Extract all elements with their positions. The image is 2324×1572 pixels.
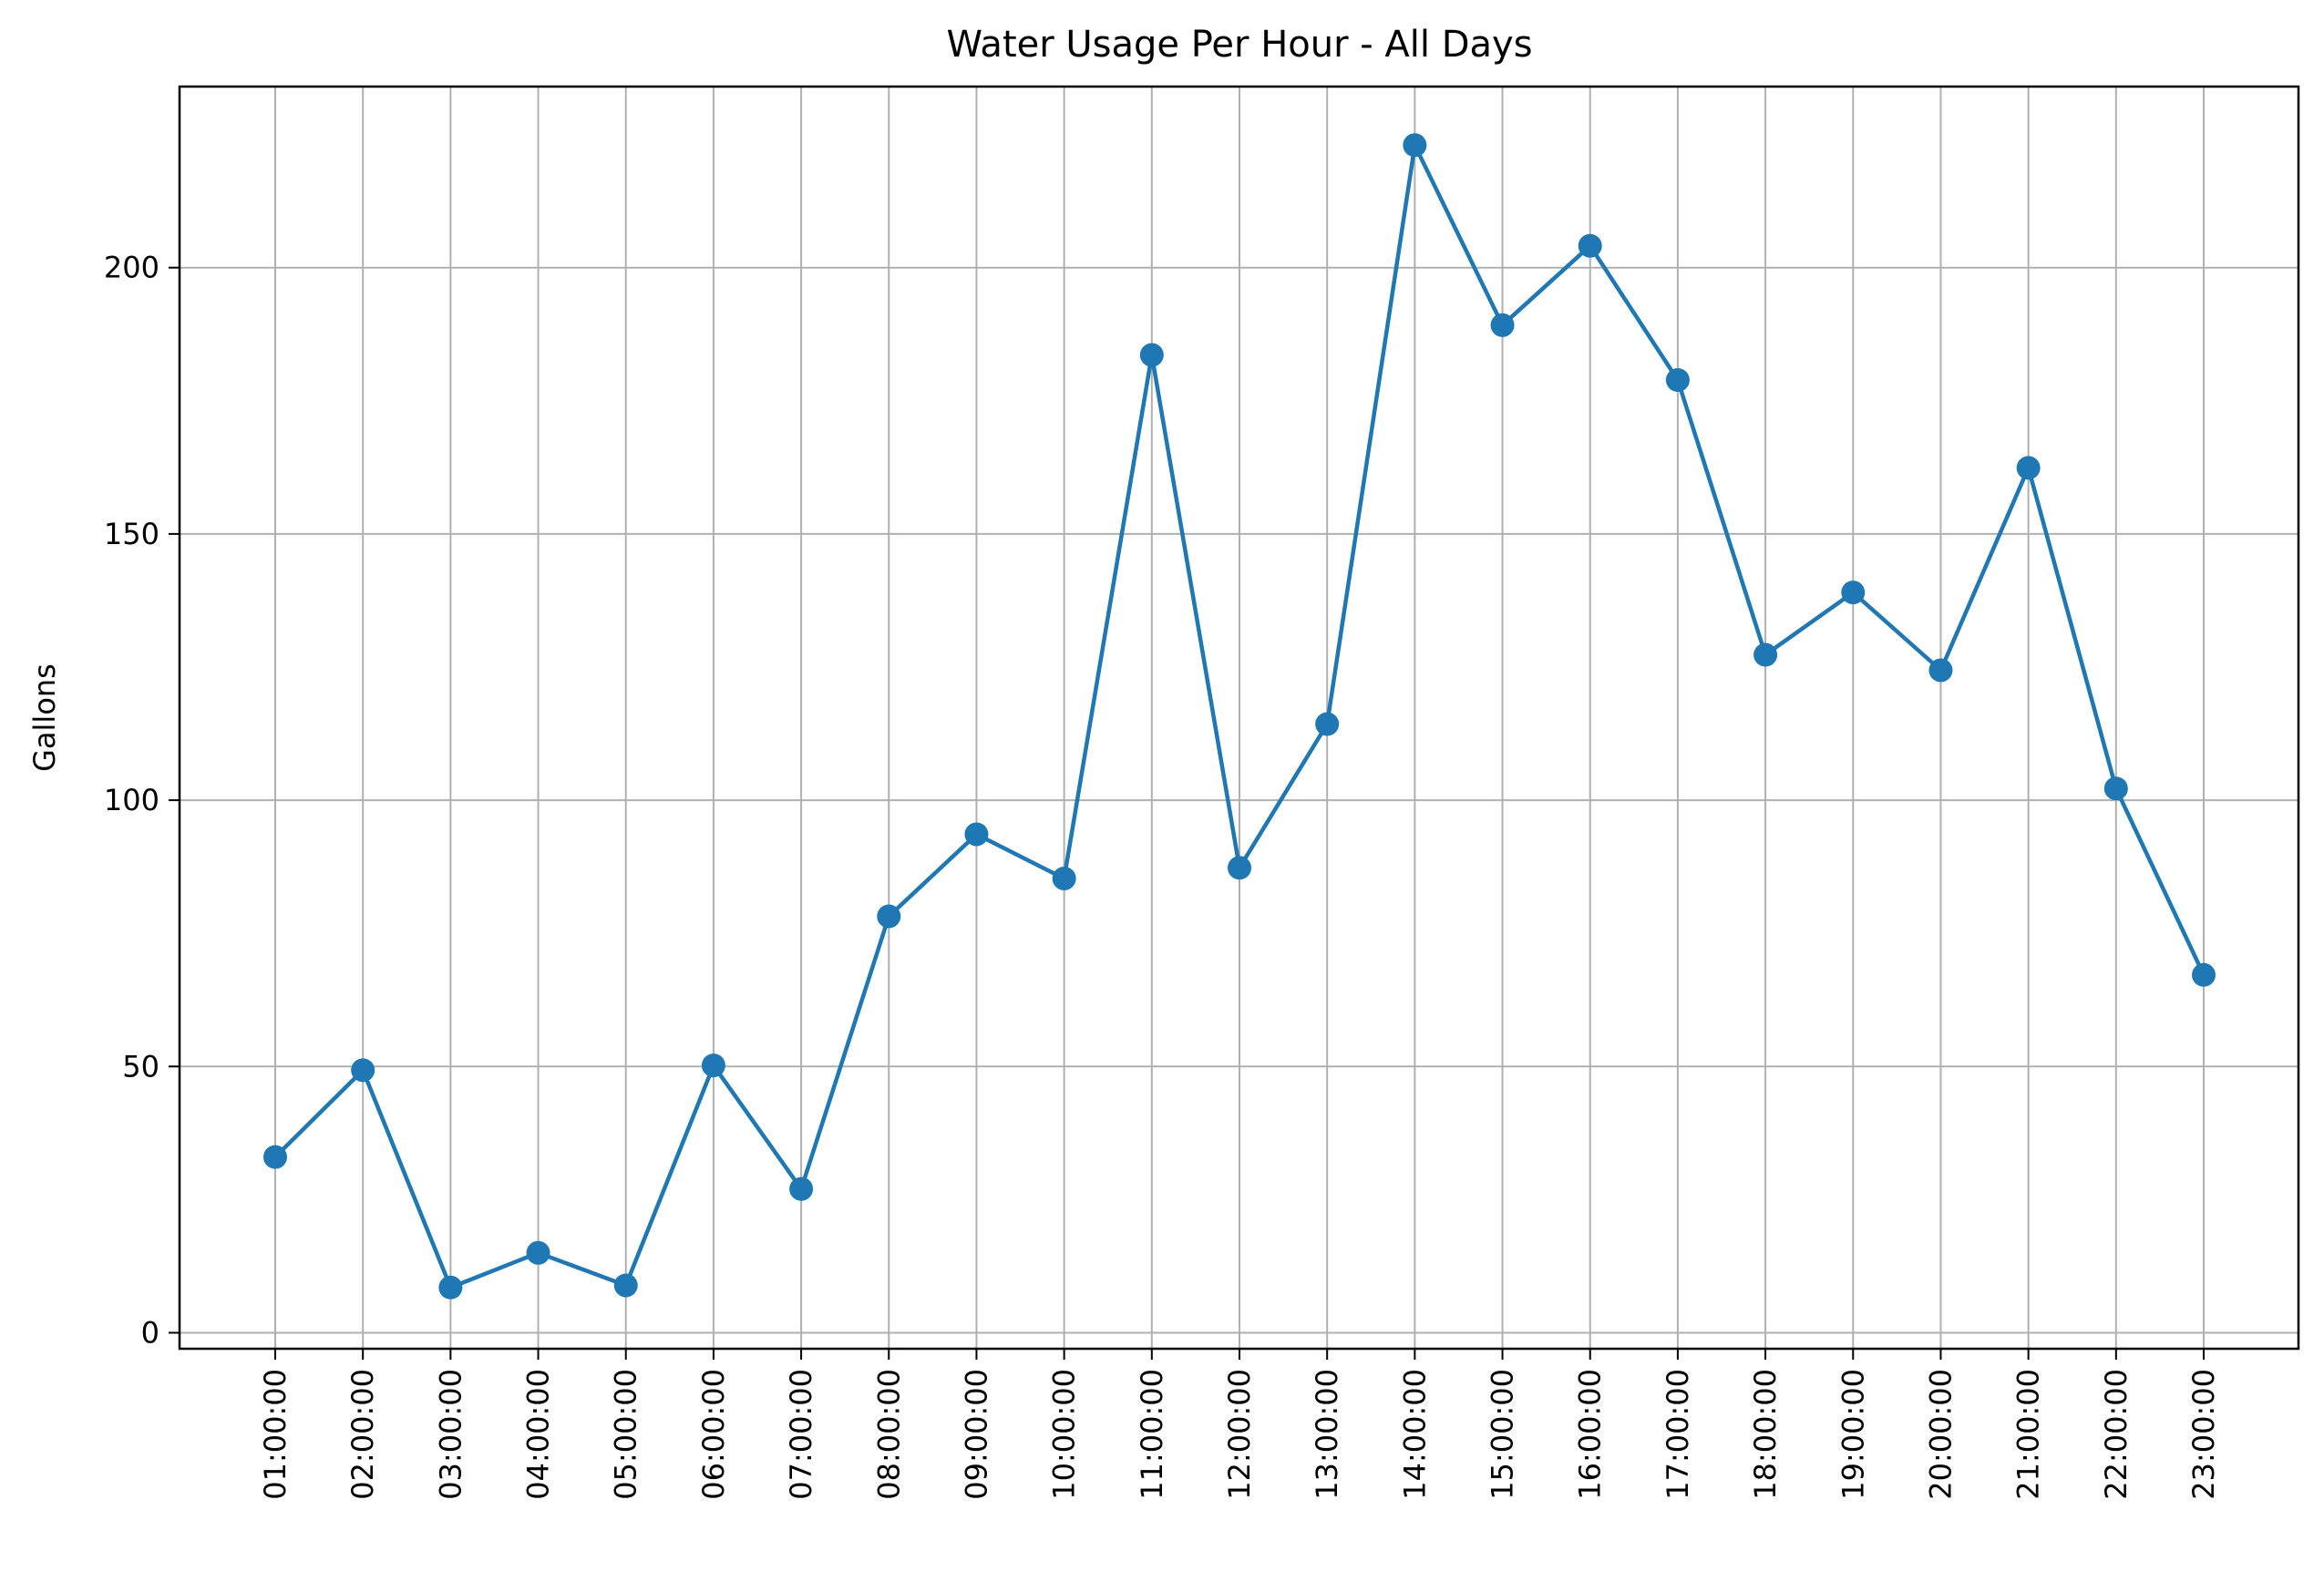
data-point: [701, 1053, 725, 1078]
data-point: [1490, 313, 1515, 337]
data-point: [964, 822, 989, 847]
x-tick-label: 22:00:00: [2099, 1369, 2134, 1500]
data-point: [2016, 456, 2041, 480]
data-point: [1665, 367, 1690, 392]
data-point: [1841, 581, 1866, 605]
y-tick-label: 0: [141, 1315, 159, 1350]
data-point: [1928, 658, 1953, 683]
x-tick-label: 15:00:00: [1486, 1369, 1520, 1500]
x-axis: 01:00:00 02:00:00 03:00:00 04:00:00 05:00:00…: [258, 1349, 2221, 1500]
x-tick-label: 04:00:00: [521, 1369, 556, 1500]
x-tick-label: 01:00:00: [258, 1369, 293, 1500]
data-point: [1052, 866, 1076, 890]
y-axis-label: Gallons: [27, 663, 62, 772]
x-tick-label: 16:00:00: [1573, 1369, 1608, 1500]
x-tick-label: 21:00:00: [2011, 1369, 2046, 1500]
x-tick-label: 08:00:00: [871, 1369, 906, 1500]
x-tick-label: 19:00:00: [1836, 1369, 1870, 1500]
x-tick-label: 05:00:00: [609, 1369, 643, 1500]
data-point: [526, 1240, 550, 1265]
y-axis: 0 50 100 150 200: [104, 251, 180, 1350]
chart-title: Water Usage Per Hour - All Days: [946, 24, 1532, 66]
data-point: [1403, 133, 1427, 158]
data-point: [789, 1176, 814, 1201]
data-point: [1228, 856, 1251, 880]
data-point: [1753, 642, 1778, 667]
x-tick-label: 03:00:00: [433, 1369, 468, 1500]
x-tick-label: 09:00:00: [959, 1369, 993, 1500]
data-point: [613, 1273, 638, 1298]
x-tick-label: 07:00:00: [784, 1369, 818, 1500]
data-point: [1578, 233, 1602, 258]
x-tick-label: 23:00:00: [2186, 1369, 2221, 1500]
series-layer: [263, 133, 2216, 1300]
data-point: [263, 1145, 287, 1169]
data-point: [351, 1058, 375, 1083]
data-point: [2192, 962, 2216, 987]
y-tick-label: 50: [122, 1049, 159, 1084]
x-tick-label: 20:00:00: [1923, 1369, 1958, 1500]
data-point: [1139, 343, 1164, 367]
data-point: [2103, 776, 2128, 801]
y-tick-label: 100: [104, 783, 159, 817]
x-tick-label: 02:00:00: [345, 1369, 380, 1500]
x-tick-label: 18:00:00: [1748, 1369, 1783, 1500]
x-tick-label: 10:00:00: [1047, 1369, 1082, 1500]
x-tick-label: 17:00:00: [1661, 1369, 1695, 1500]
data-point: [1315, 712, 1340, 736]
y-tick-label: 150: [104, 517, 159, 551]
y-tick-label: 200: [104, 251, 159, 285]
x-tick-label: 06:00:00: [696, 1369, 731, 1500]
x-tick-label: 13:00:00: [1310, 1369, 1344, 1500]
x-tick-label: 11:00:00: [1135, 1369, 1169, 1500]
data-point: [877, 904, 901, 929]
x-tick-label: 14:00:00: [1397, 1369, 1432, 1500]
data-point: [438, 1275, 463, 1300]
x-tick-label: 12:00:00: [1222, 1369, 1257, 1500]
